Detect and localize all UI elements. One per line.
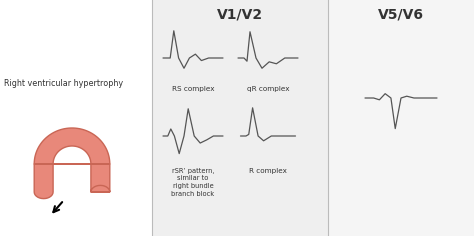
Text: V1/V2: V1/V2: [217, 8, 263, 22]
Bar: [152, 0, 328, 236]
Bar: [328, 0, 474, 236]
Text: qR complex: qR complex: [247, 86, 289, 92]
Text: Right ventricular hypertrophy: Right ventricular hypertrophy: [4, 80, 123, 88]
Polygon shape: [34, 128, 110, 199]
Text: RS complex: RS complex: [172, 86, 214, 92]
Text: V5/V6: V5/V6: [378, 8, 424, 22]
Text: R complex: R complex: [249, 168, 287, 174]
Bar: [0, 0, 152, 236]
Text: rSR’ pattern,
similar to
right bundle
branch block: rSR’ pattern, similar to right bundle br…: [172, 168, 215, 197]
